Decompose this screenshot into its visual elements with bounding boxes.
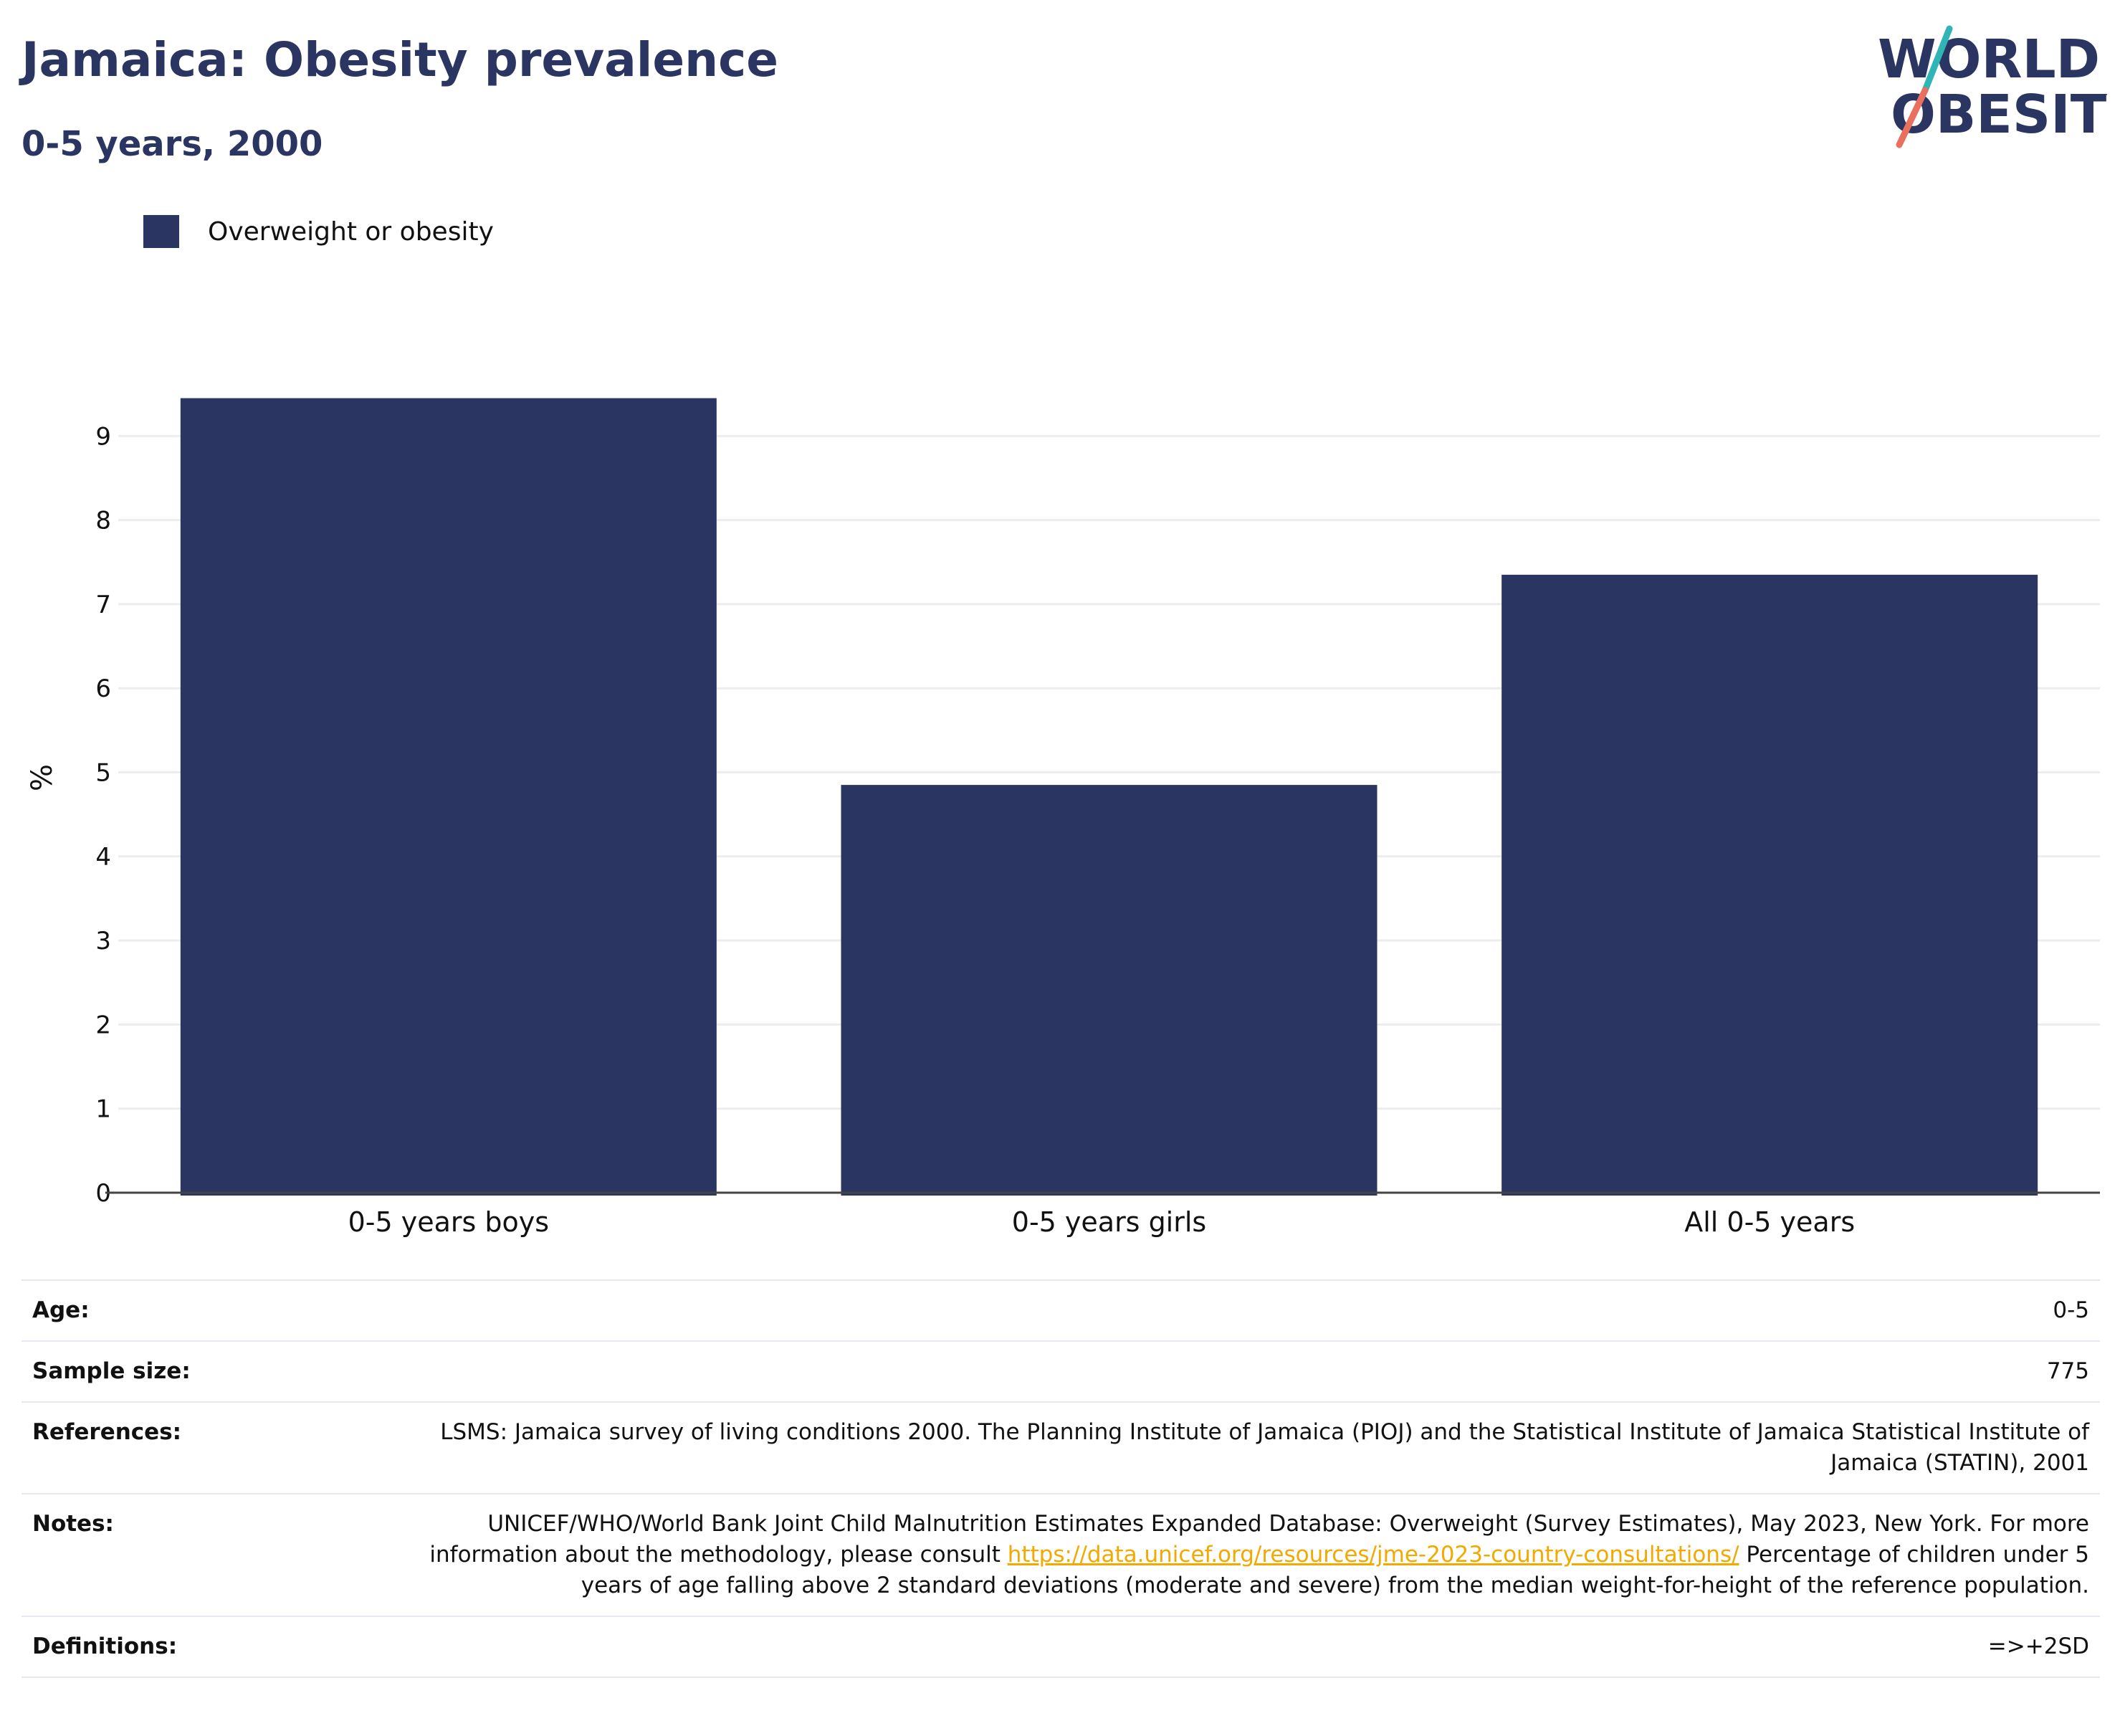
info-row-age: Age: 0-5 — [22, 1281, 2100, 1342]
y-tick-label: 8 — [95, 507, 111, 535]
x-tick-label: All 0-5 years — [1684, 1206, 1855, 1238]
y-tick-label: 3 — [95, 927, 111, 955]
info-key: Age: — [32, 1297, 90, 1323]
logo-text-world: WORLD — [1878, 29, 2100, 90]
y-tick-label: 4 — [95, 843, 111, 872]
page-subtitle: 0-5 years, 2000 — [22, 124, 323, 164]
y-tick-label: 1 — [95, 1095, 111, 1124]
info-row-notes: Notes: UNICEF/WHO/World Bank Joint Child… — [22, 1494, 2100, 1617]
info-row-sample-size: Sample size: 775 — [22, 1342, 2100, 1403]
y-tick-label: 5 — [95, 759, 111, 788]
y-tick-label: 7 — [95, 591, 111, 619]
bar — [180, 398, 717, 1196]
notes-text: UNICEF/WHO/World Bank Joint Child Malnut… — [429, 1511, 2089, 1568]
legend-swatch — [143, 215, 179, 248]
info-table: Age: 0-5 Sample size: 775 References: LS… — [22, 1279, 2100, 1678]
chart-legend: Overweight or obesity — [143, 215, 494, 248]
legend-label: Overweight or obesity — [208, 216, 494, 247]
info-row-references: References: LSMS: Jamaica survey of livi… — [22, 1403, 2100, 1494]
page-title: Jamaica: Obesity prevalence — [22, 32, 778, 87]
info-key: Definitions: — [32, 1634, 178, 1659]
methodology-link[interactable]: https://data.unicef.org/resources/jme-20… — [1007, 1542, 1739, 1568]
info-value: =>+2SD — [1987, 1634, 2089, 1659]
bar — [1501, 574, 2038, 1196]
y-tick-label: 9 — [95, 422, 111, 451]
info-value: 0-5 — [2053, 1297, 2089, 1323]
info-key: References: — [32, 1419, 182, 1445]
x-tick-label: 0-5 years girls — [1012, 1206, 1206, 1238]
world-obesity-logo: WORLD OBESITY — [1878, 25, 2107, 148]
notes-definition: Percentage of children under 5 years of … — [581, 1542, 2089, 1598]
info-value: 775 — [2046, 1358, 2089, 1384]
y-tick-label: 2 — [95, 1011, 111, 1039]
info-row-definitions: Definitions: =>+2SD — [22, 1617, 2100, 1678]
y-tick-label: 0 — [95, 1179, 111, 1208]
info-key: Notes: — [32, 1511, 114, 1537]
x-tick-label: 0-5 years boys — [348, 1206, 549, 1238]
bar-chart: 0 1 2 3 4 5 6 7 8 9% 0-5 years boys 0-5 years girls… — [26, 398, 2100, 1238]
info-key: Sample size: — [32, 1358, 191, 1384]
info-value: LSMS: Jamaica survey of living condition… — [440, 1419, 2089, 1476]
info-value: UNICEF/WHO/World Bank Joint Child Malnut… — [398, 1509, 2089, 1601]
y-axis-label: % — [26, 764, 59, 791]
bar — [841, 785, 1377, 1196]
y-tick-label: 6 — [95, 674, 111, 703]
